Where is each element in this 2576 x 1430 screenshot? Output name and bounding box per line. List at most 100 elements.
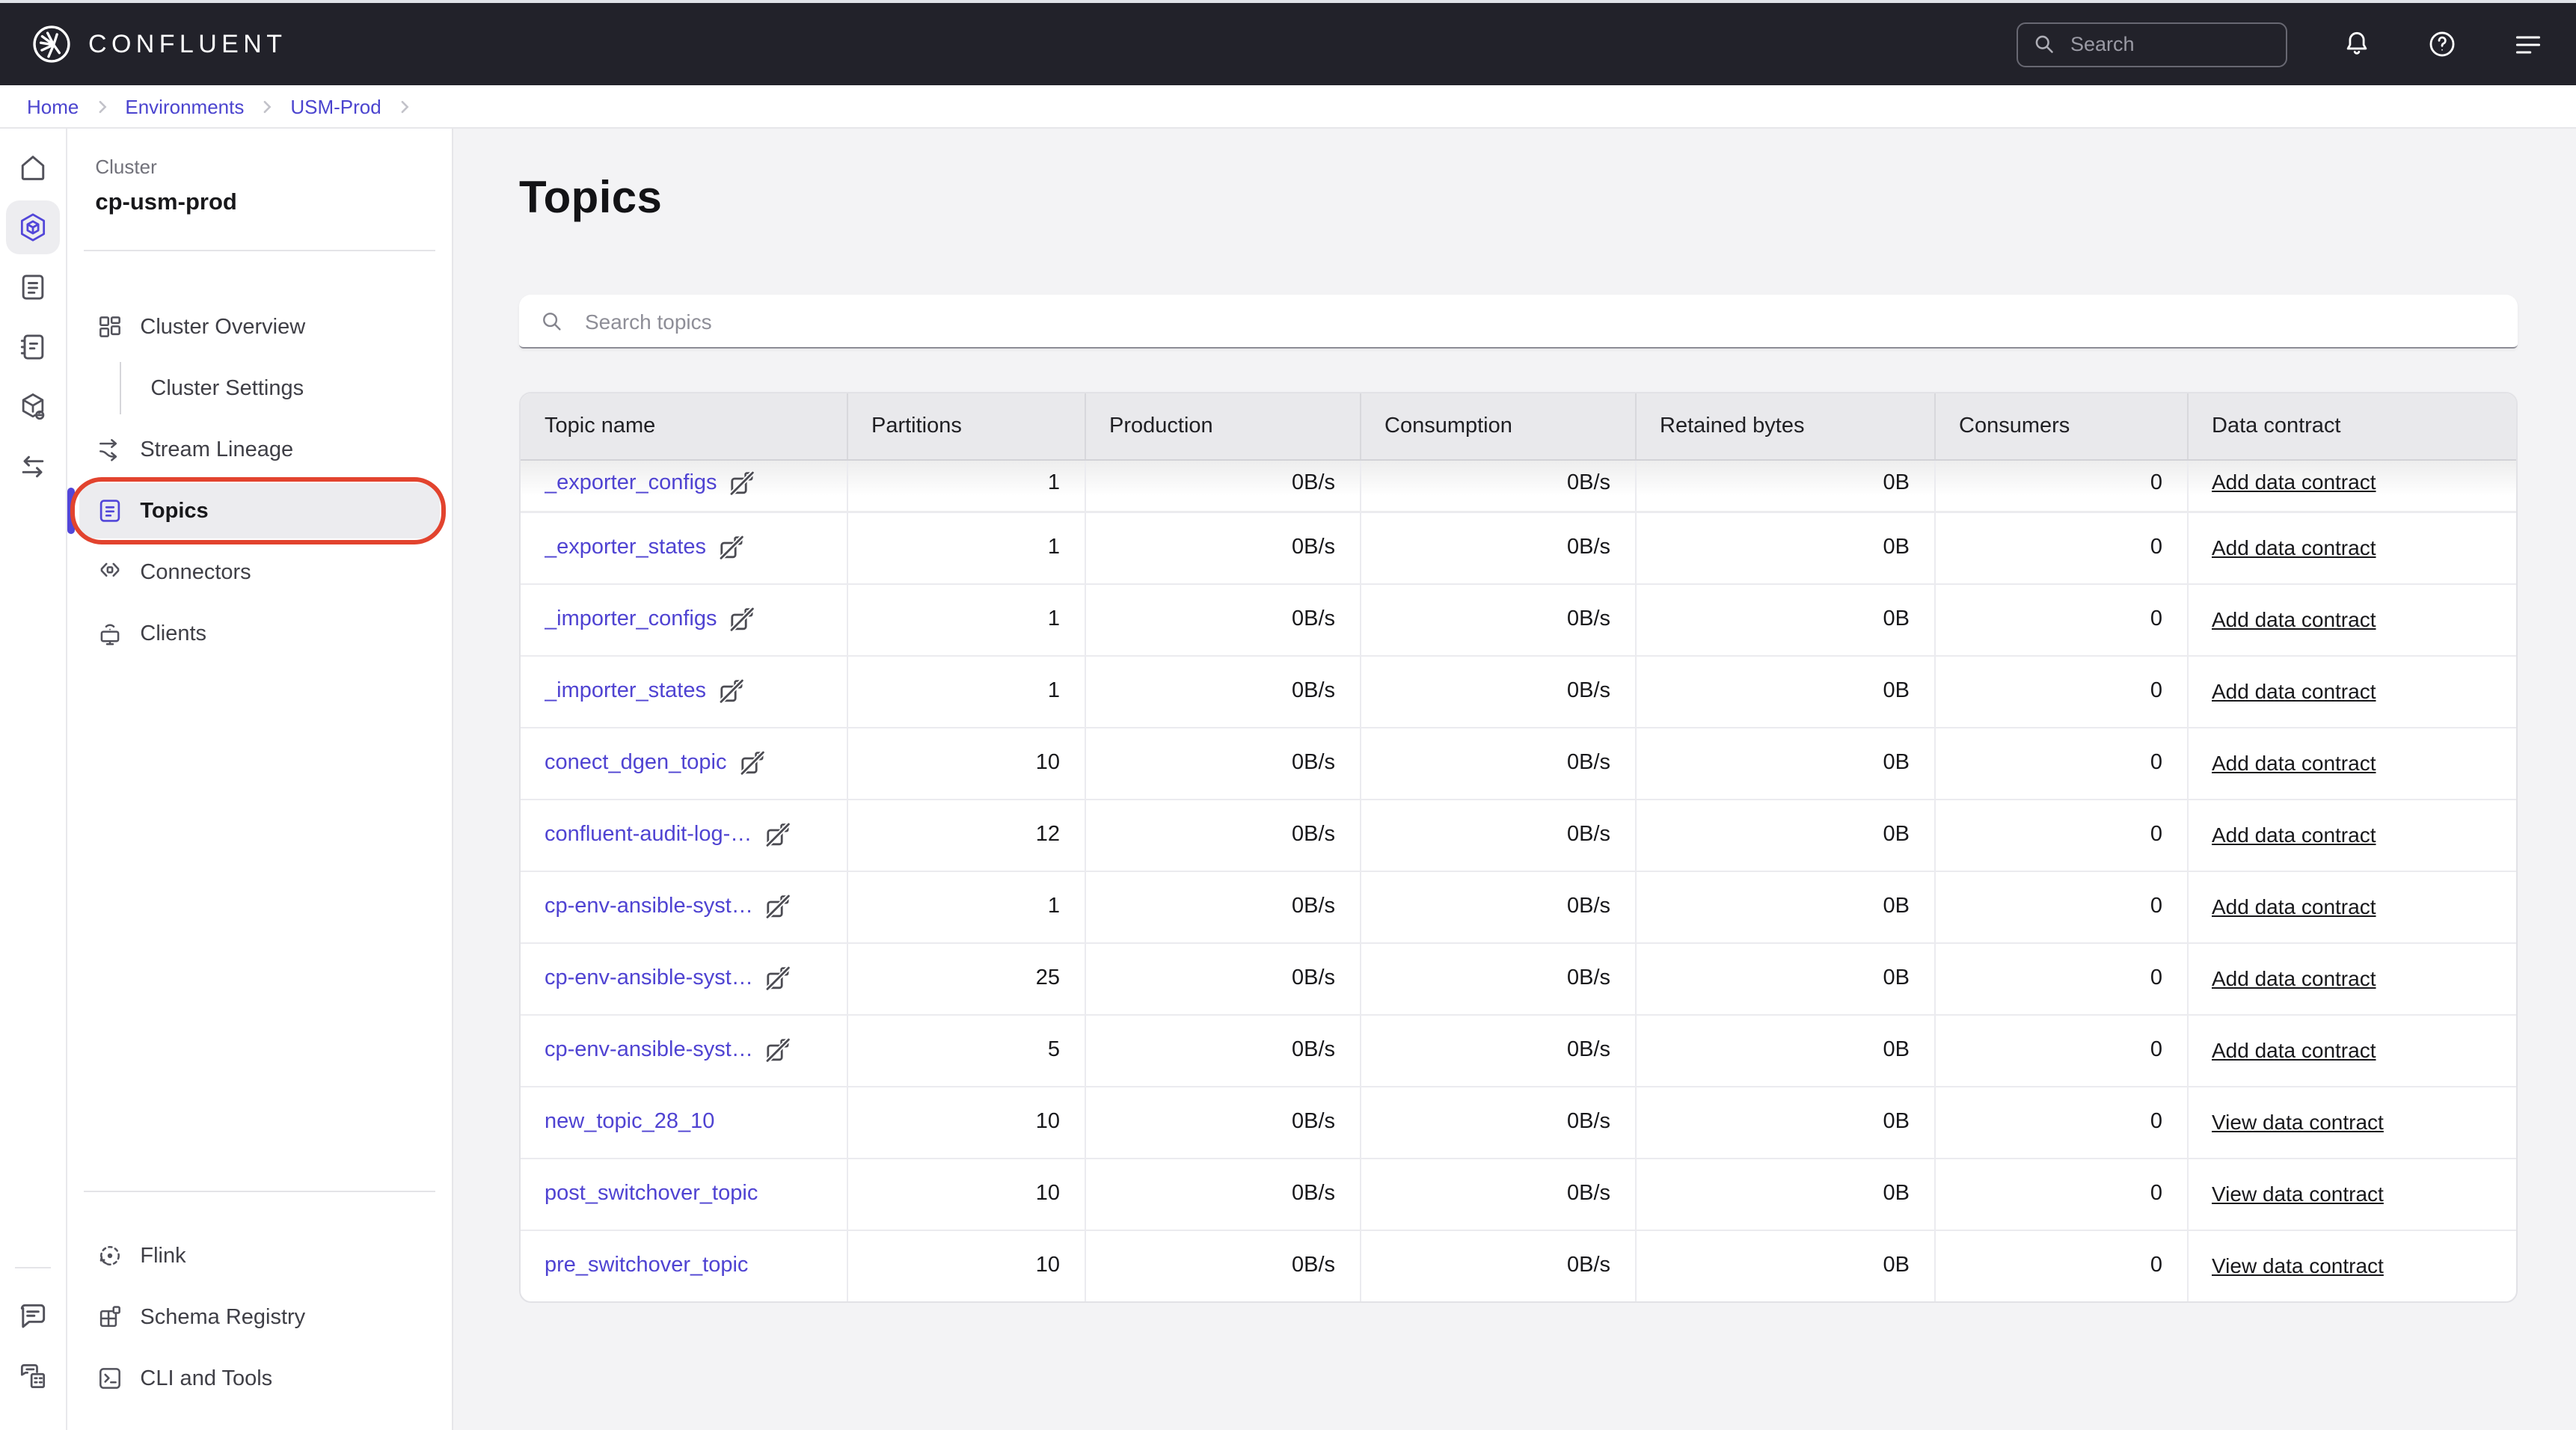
journal-icon[interactable] (6, 320, 60, 374)
no-schema-icon (720, 679, 743, 703)
topic-link[interactable]: new_topic_28_10 (545, 1110, 714, 1134)
table-row: _importer_configs 1 0B/s 0B/s 0B 0 Add d… (521, 583, 2516, 655)
data-contract-link[interactable]: Add data contract (2212, 750, 2376, 774)
sidebar-item-cluster-settings[interactable]: Cluster Settings (79, 360, 440, 416)
global-search-input[interactable] (2067, 31, 2253, 57)
data-contract-link[interactable]: View data contract (2212, 1181, 2384, 1205)
sidebar-item-label: Clients (140, 622, 206, 645)
topic-search-input[interactable] (582, 307, 2497, 334)
topic-link[interactable]: _importer_configs (545, 607, 717, 631)
table-row: pre_switchover_topic 10 0B/s 0B/s 0B 0 V… (521, 1230, 2516, 1301)
data-contract-link[interactable]: Add data contract (2212, 822, 2376, 846)
retained-bytes-cell: 0B (1635, 1014, 1934, 1086)
breadcrumb-home[interactable]: Home (27, 95, 79, 117)
retained-bytes-cell: 0B (1635, 1158, 1934, 1230)
production-cell: 0B/s (1085, 727, 1360, 799)
sidebar-item-label: Schema Registry (140, 1305, 305, 1329)
hamburger-menu-button[interactable] (2512, 29, 2545, 59)
production-cell: 0B/s (1085, 1230, 1360, 1301)
partitions-cell: 25 (847, 942, 1085, 1014)
production-cell: 0B/s (1085, 655, 1360, 727)
sidebar-item-label: Topics (140, 499, 208, 523)
swap-arrows-icon[interactable] (6, 440, 60, 494)
retained-bytes-cell: 0B (1635, 512, 1934, 583)
partitions-cell: 1 (847, 871, 1085, 942)
chat-feedback-icon[interactable] (6, 1289, 60, 1343)
sidebar-item-schema-registry[interactable]: Schema Registry (79, 1289, 440, 1345)
sidebar-item-stream-lineage[interactable]: Stream Lineage (79, 422, 440, 477)
topic-link[interactable]: cp-env-ansible-syst… (545, 894, 753, 918)
dashboard-grid-icon (95, 313, 123, 341)
no-schema-icon (731, 470, 755, 494)
cluster-icon[interactable] (6, 200, 60, 254)
data-contract-link[interactable]: Add data contract (2212, 678, 2376, 702)
topic-link[interactable]: cp-env-ansible-syst… (545, 966, 753, 990)
confluent-app-window: CONFLUENT (0, 0, 2576, 1430)
consumption-cell: 0B/s (1360, 655, 1635, 727)
breadcrumb-usm-prod[interactable]: USM-Prod (290, 95, 381, 117)
organization-icon[interactable] (6, 1349, 60, 1403)
chevron-right-icon (93, 98, 110, 114)
retained-bytes-cell: 0B (1635, 799, 1934, 871)
production-cell: 0B/s (1085, 871, 1360, 942)
table-row: cp-env-ansible-syst… 25 0B/s 0B/s 0B 0 A… (521, 942, 2516, 1014)
global-search-box[interactable] (2017, 22, 2287, 67)
sidebar-item-topics[interactable]: Topics (79, 483, 440, 538)
chevron-right-icon (396, 98, 413, 114)
sidebar-item-cli-and-tools[interactable]: CLI and Tools (79, 1351, 440, 1406)
data-contract-link[interactable]: Add data contract (2212, 607, 2376, 630)
topic-link[interactable]: cp-env-ansible-syst… (545, 1038, 753, 1062)
topic-link[interactable]: post_switchover_topic (545, 1182, 758, 1206)
partitions-cell: 10 (847, 727, 1085, 799)
sidebar-item-connectors[interactable]: Connectors (79, 544, 440, 600)
sidebar-item-clients[interactable]: Clients (79, 606, 440, 661)
topic-link[interactable]: _exporter_configs (545, 470, 717, 494)
data-contract-link[interactable]: Add data contract (2212, 470, 2376, 494)
panel-divider (83, 250, 435, 251)
confluent-logo-icon (31, 24, 72, 64)
no-schema-icon (767, 894, 791, 918)
topics-icon (95, 497, 123, 525)
red-annotation-outline (70, 477, 446, 544)
data-contract-link[interactable]: View data contract (2212, 1253, 2384, 1277)
no-schema-icon (767, 1038, 791, 1062)
data-contract-link[interactable]: Add data contract (2212, 1037, 2376, 1061)
data-contract-link[interactable]: View data contract (2212, 1109, 2384, 1133)
topic-link[interactable]: _exporter_states (545, 536, 706, 559)
topic-search-box[interactable] (519, 295, 2518, 349)
partitions-cell: 1 (847, 583, 1085, 655)
production-cell: 0B/s (1085, 1014, 1360, 1086)
breadcrumb: Home Environments USM-Prod (0, 85, 2576, 129)
retained-bytes-cell: 0B (1635, 655, 1934, 727)
help-button[interactable] (2426, 28, 2458, 60)
consumption-cell: 0B/s (1360, 1230, 1635, 1301)
data-contract-link[interactable]: Add data contract (2212, 966, 2376, 989)
data-contract-link[interactable]: Add data contract (2212, 535, 2376, 559)
consumers-cell: 0 (1934, 459, 2187, 512)
breadcrumb-environments[interactable]: Environments (125, 95, 244, 117)
home-icon[interactable] (6, 141, 60, 194)
notes-icon[interactable] (6, 260, 60, 314)
topic-link[interactable]: conect_dgen_topic (545, 751, 727, 775)
sidebar-item-label: Cluster Settings (150, 376, 304, 400)
topic-link[interactable]: pre_switchover_topic (545, 1254, 748, 1278)
sidebar-item-label: Stream Lineage (140, 438, 293, 461)
retained-bytes-cell: 0B (1635, 1086, 1934, 1158)
sidebar-item-flink[interactable]: Flink (79, 1228, 440, 1283)
consumers-cell: 0 (1934, 512, 2187, 583)
topic-link[interactable]: confluent-audit-log-… (545, 823, 752, 847)
data-contract-link[interactable]: Add data contract (2212, 894, 2376, 918)
table-row: conect_dgen_topic 10 0B/s 0B/s 0B 0 Add … (521, 727, 2516, 799)
topic-link[interactable]: _importer_states (545, 679, 706, 703)
notifications-button[interactable] (2341, 28, 2373, 60)
table-row: new_topic_28_10 10 0B/s 0B/s 0B 0 View d… (521, 1086, 2516, 1158)
confluent-brand[interactable]: CONFLUENT (31, 24, 286, 64)
table-row: confluent-audit-log-… 12 0B/s 0B/s 0B 0 … (521, 799, 2516, 871)
brand-wordmark: CONFLUENT (88, 29, 286, 59)
client-monitor-icon (95, 619, 123, 648)
consumption-cell: 0B/s (1360, 1158, 1635, 1230)
rail-divider (15, 1267, 51, 1268)
panel-divider (83, 1191, 435, 1192)
sidebar-item-cluster-overview[interactable]: Cluster Overview (79, 299, 440, 355)
stream-share-icon[interactable] (6, 380, 60, 434)
